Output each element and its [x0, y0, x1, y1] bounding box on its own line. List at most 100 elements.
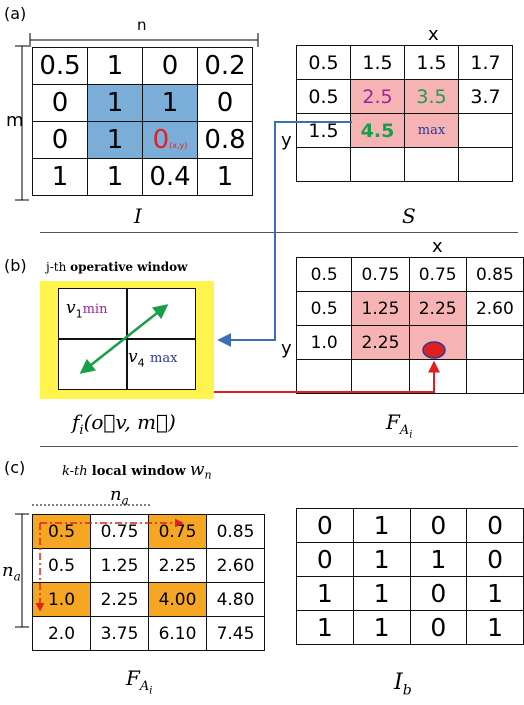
- s-cell: 1.7: [458, 45, 513, 80]
- blue-arrow: [217, 121, 352, 347]
- i-cell-highlight: 1: [142, 84, 198, 122]
- s-cell: 3.7: [458, 79, 513, 114]
- ib-cell: 0: [409, 610, 468, 645]
- fc-cell: 3.75: [90, 616, 149, 651]
- i-cell: 1: [32, 158, 88, 196]
- i-label-n: n: [137, 16, 147, 34]
- fc-cell-highlight: 0.5: [32, 514, 91, 549]
- ib-cell: 0: [466, 542, 524, 577]
- operative-window-name: operative window: [70, 260, 188, 274]
- fc-cell-highlight: 0.75: [148, 514, 207, 549]
- s-cell: [350, 147, 405, 182]
- s-cell: 0.5: [296, 45, 351, 80]
- f-cell: 0.85: [465, 257, 524, 292]
- f-label-y: y: [281, 338, 292, 359]
- table-row: 0.5 1.25 2.25 2.60: [32, 548, 265, 583]
- s-cell: [458, 113, 513, 148]
- i-cell-xy-value: 0: [152, 125, 170, 155]
- s-caption: S: [402, 204, 416, 228]
- fc-cell: 2.0: [32, 616, 91, 651]
- f-cell: 2.60: [465, 291, 524, 326]
- fc-cell: 7.45: [206, 616, 265, 651]
- matrix-f-c: 0.5 0.75 0.75 0.85 0.5 1.25 2.25 2.60 1.…: [32, 514, 265, 651]
- table-row: [295, 359, 524, 394]
- ib-cell: 1: [466, 576, 524, 611]
- s-cell: [458, 147, 513, 182]
- table-row: 1.0 2.25 4.00 4.80: [32, 582, 265, 617]
- f-sub-i: i: [409, 429, 413, 441]
- matrix-i: 0.5 1 0 0.2 0 1 1 0 0 1 0(x,y) 0.8 1 1 0…: [32, 47, 253, 196]
- fc-sub-a: A: [139, 679, 150, 694]
- ib-cell: 0: [409, 576, 468, 611]
- ib-cell: 0: [409, 508, 468, 543]
- ib-cell: 0: [296, 542, 354, 577]
- local-window-title: k-th local window wn: [62, 460, 212, 482]
- na-left-sub: a: [13, 569, 21, 584]
- local-window-symbol: w: [189, 460, 205, 480]
- local-window-name: local window: [91, 464, 186, 479]
- table-row: 0.5 2.5 3.5 3.7: [296, 79, 513, 114]
- red-arrow: [214, 360, 440, 393]
- table-row: [296, 147, 513, 182]
- table-row: 1 1 0 1: [296, 610, 524, 645]
- table-row: 0.5 1 0 0.2: [32, 47, 253, 85]
- panel-a-tag: (a): [4, 4, 27, 23]
- func-sub: i: [79, 423, 84, 438]
- s-cell: 1.5: [404, 45, 459, 80]
- ib-cell: 1: [296, 610, 354, 645]
- target-ellipse: [422, 341, 446, 359]
- panel-c-tag: (c): [4, 458, 26, 477]
- fc-cell: 0.5: [32, 548, 91, 583]
- fc-cell-highlight: 1.0: [32, 582, 91, 617]
- f-symbol: F: [386, 410, 400, 434]
- table-row: 0 1 1 0: [296, 542, 524, 577]
- fc-cell: 2.25: [148, 548, 207, 583]
- i-cell: 0.2: [197, 47, 253, 85]
- table-row: 0.5 1.5 1.5 1.7: [296, 45, 513, 80]
- ib-caption: Ib: [394, 670, 412, 698]
- table-row: 1.5 4.5 max: [296, 113, 513, 148]
- i-cell-highlight: 1: [87, 84, 143, 122]
- matrix-f-b: 0.5 0.75 0.75 0.85 0.5 1.25 2.25 2.60 1.…: [295, 257, 524, 394]
- fc-cell: 4.80: [206, 582, 265, 617]
- s-cell-highlight: 2.5: [350, 79, 405, 114]
- s-label-y: y: [281, 130, 292, 151]
- operative-window-prefix: j-th: [46, 260, 67, 274]
- ib-cell: 1: [466, 610, 524, 645]
- f-cell-highlight: 2.25: [351, 325, 410, 360]
- fc-cell: 2.60: [206, 548, 265, 583]
- table-row: 1 1 0.4 1: [32, 158, 253, 196]
- i-cell-xy: 0(x,y): [142, 121, 198, 159]
- divider-ab: [40, 232, 518, 233]
- fc-cell: 1.25: [90, 548, 149, 583]
- ib-cell: 0: [466, 508, 524, 543]
- f-label-x: x: [432, 236, 443, 257]
- func-caption: fi(o⃗v, m⃗): [72, 410, 176, 438]
- fc-symbol: F: [126, 666, 140, 690]
- f-cell: 0.75: [351, 257, 410, 292]
- panel-b-tag: (b): [4, 256, 27, 275]
- i-caption: I: [134, 204, 142, 228]
- local-window-prefix: k-th: [62, 464, 88, 479]
- f-cell: 1.0: [295, 325, 353, 360]
- s-cell: 1.5: [296, 113, 351, 148]
- fc-sub: Ai: [139, 679, 153, 697]
- v1-sub: 1: [75, 307, 83, 321]
- i-cell: 0.4: [142, 158, 198, 196]
- table-row: 0 1 0 0: [296, 508, 524, 543]
- fc-cell: 6.10: [148, 616, 207, 651]
- s-label-x: x: [428, 24, 439, 45]
- na-top-label: na: [110, 484, 129, 508]
- i-label-m: m: [6, 110, 24, 131]
- v1-symbol: v: [66, 298, 76, 318]
- na-top-symbol: n: [110, 484, 122, 505]
- ib-cell: 1: [352, 542, 411, 577]
- func-symbol: f: [72, 410, 80, 434]
- fc-sub-i: i: [149, 685, 153, 697]
- f-cell: [465, 325, 524, 360]
- matrix-ib: 0 1 0 0 0 1 1 0 1 1 0 1 1 1 0 1: [296, 508, 524, 645]
- table-row: 2.0 3.75 6.10 7.45: [32, 616, 265, 651]
- local-window-symbol-sub: n: [204, 468, 212, 482]
- f-cell: [465, 359, 524, 394]
